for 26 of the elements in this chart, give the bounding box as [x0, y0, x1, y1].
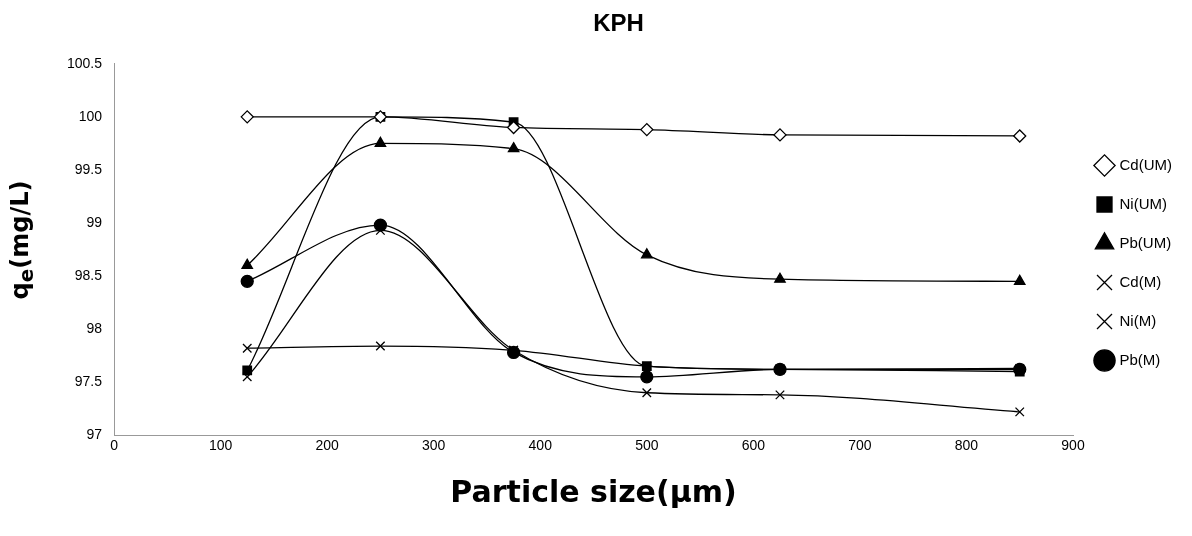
x-tick-label: 500 [635, 437, 659, 454]
y-tick-label: 98 [86, 319, 103, 336]
legend-label: Pb(UM) [1119, 233, 1172, 251]
x-tick-label: 700 [848, 437, 872, 454]
y-tick-label: 97.5 [74, 373, 103, 389]
x-axis-title: Particle size(μm) [450, 473, 737, 509]
legend-label: Ni(M) [1119, 311, 1157, 329]
x-tick-label: 900 [1061, 437, 1085, 454]
x-tick-label: 400 [528, 437, 553, 454]
y-tick-label: 100 [78, 107, 103, 124]
y-tick-label: 97 [86, 426, 103, 443]
legend-label: Cd(M) [1119, 272, 1162, 290]
x-tick-label: 600 [741, 437, 766, 454]
y-tick-label: 98.5 [74, 266, 103, 283]
legend-label: Ni(UM) [1119, 194, 1167, 212]
x-tick-label: 0 [110, 437, 119, 454]
chart-title: KPH [593, 9, 644, 37]
y-tick-label: 99 [86, 213, 103, 230]
legend-label: Pb(M) [1119, 350, 1161, 368]
x-tick-label: 200 [315, 437, 340, 454]
x-tick-label: 300 [422, 437, 446, 454]
x-tick-label: 800 [954, 437, 979, 454]
x-tick-label: 100 [208, 437, 233, 454]
y-tick-label: 99.5 [74, 160, 103, 177]
y-tick-label: 100.5 [66, 54, 103, 71]
legend-label: Cd(UM) [1119, 155, 1173, 173]
